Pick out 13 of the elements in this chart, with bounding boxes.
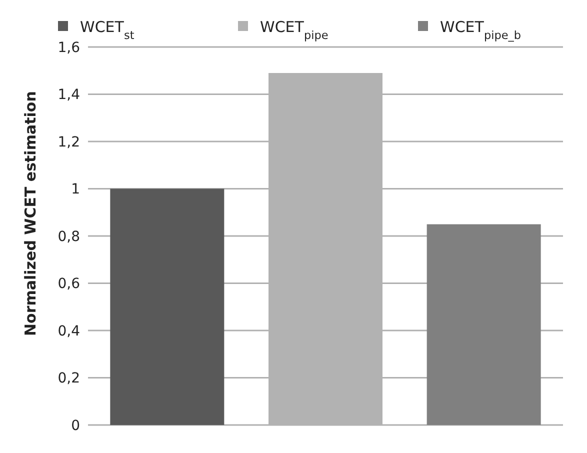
y-tick-label: 0,2 <box>58 370 80 387</box>
legend-label: WCET$_{pipe}$ <box>260 18 328 42</box>
y-tick-label: 0,8 <box>58 228 80 245</box>
y-tick-label: 1,4 <box>58 87 80 104</box>
y-tick-label: 1 <box>71 182 80 198</box>
legend-label: WCET$_{pipe_b}$ <box>440 18 522 42</box>
y-axis-title: Normalized WCET estimation <box>21 91 40 336</box>
y-tick-label: 0,6 <box>58 276 80 292</box>
y-tick-label: 1,6 <box>58 40 80 56</box>
legend-label: WCET$_{st}$ <box>80 18 135 42</box>
y-tick-label: 0 <box>71 418 80 434</box>
y-tick-label: 1,2 <box>58 134 80 150</box>
y-tick-label: 0,4 <box>58 323 80 340</box>
